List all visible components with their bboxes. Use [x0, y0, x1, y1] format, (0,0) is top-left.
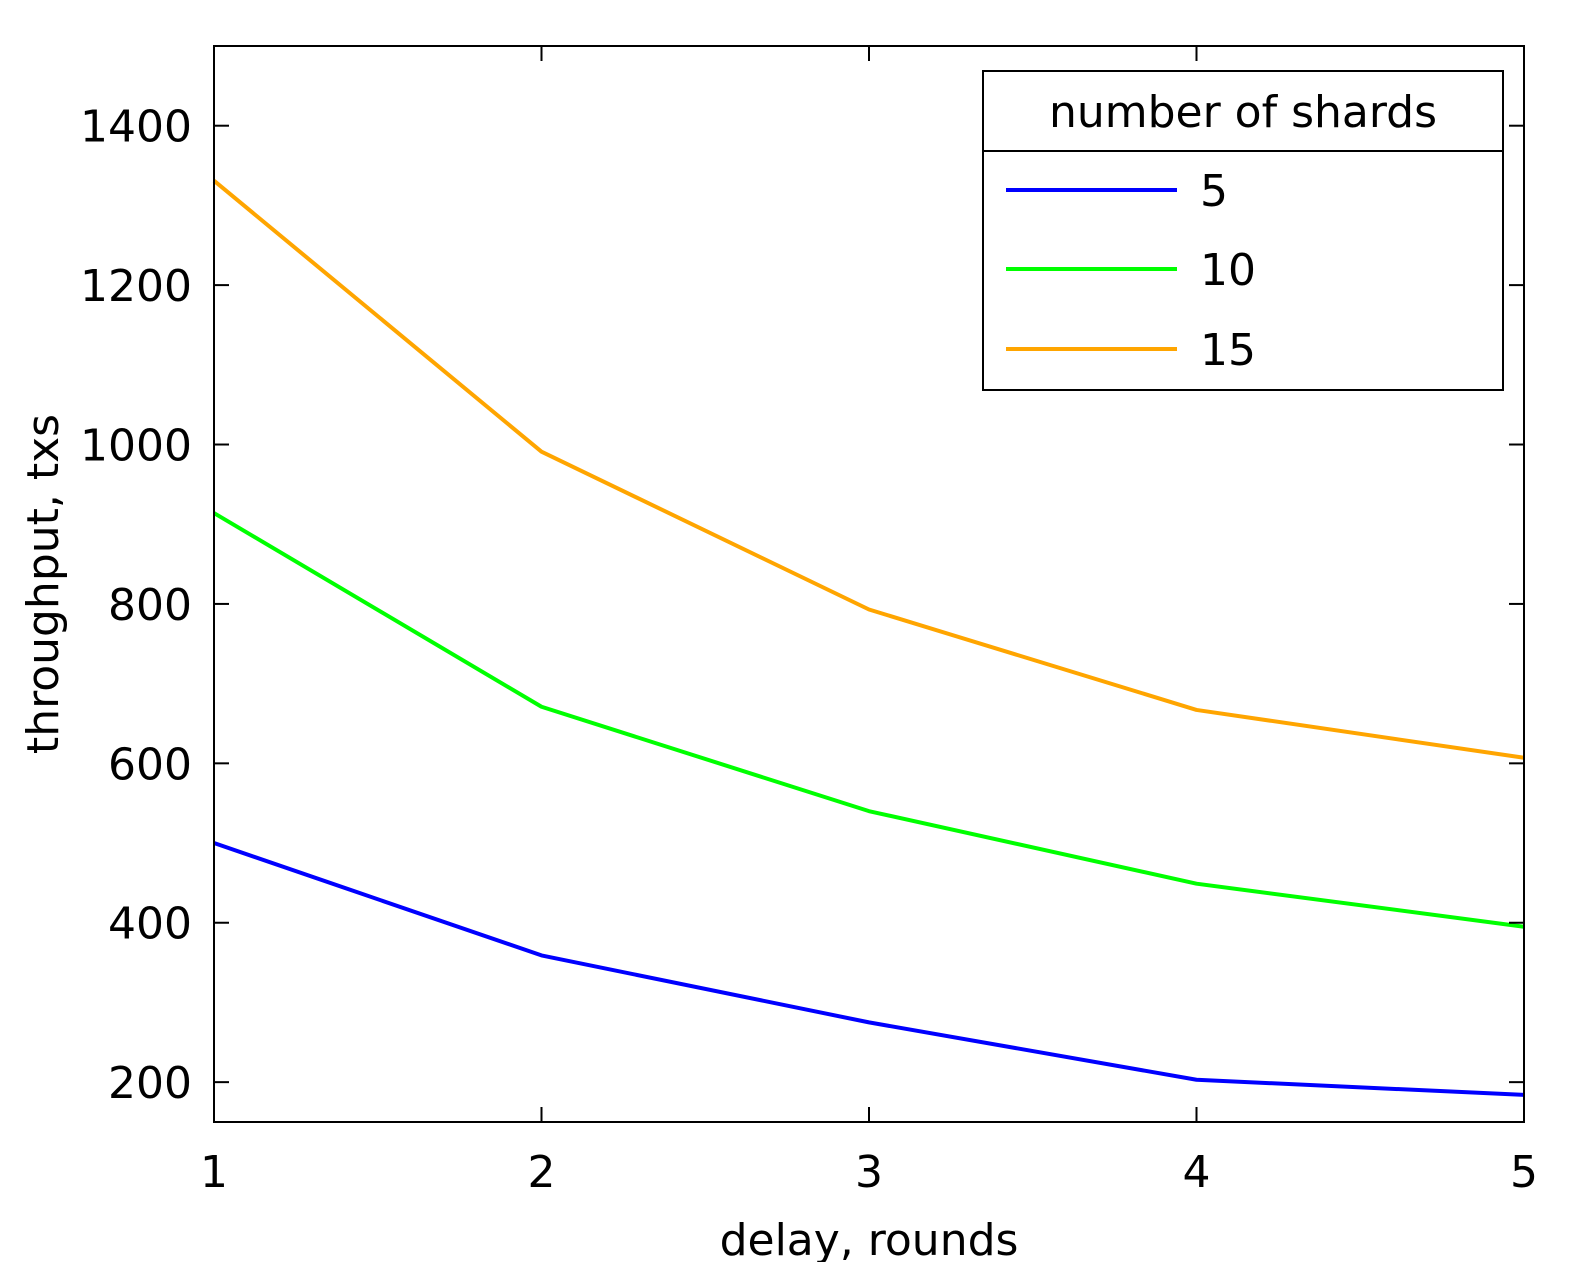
legend-label-10: 10	[1200, 245, 1256, 296]
y-tick-label: 200	[108, 1058, 192, 1109]
y-tick-label: 800	[108, 580, 192, 631]
x-tick-label: 4	[1183, 1147, 1211, 1198]
y-tick-label: 600	[108, 739, 192, 790]
series-line-15	[212, 179, 1525, 760]
x-tick-label: 5	[1510, 1147, 1538, 1198]
legend-box	[982, 70, 1504, 391]
legend-entries: 5 10 15	[1006, 166, 1256, 376]
x-tick-label: 1	[200, 1147, 228, 1198]
legend: number of shards 5 10 15	[982, 70, 1504, 391]
y-axis-label: throughput, txs	[18, 414, 69, 754]
series-line-10	[212, 511, 1525, 929]
legend-label-5: 5	[1200, 166, 1228, 217]
y-tick-label: 400	[108, 899, 192, 950]
ticks-layer: 1 2 3 4 5 200 400 600 800 1000 1200 1400	[80, 46, 1538, 1198]
x-tick-label: 3	[855, 1147, 883, 1198]
series-line-5	[213, 841, 1525, 1097]
y-tick-label: 1000	[80, 421, 192, 472]
y-tick-label: 1400	[80, 102, 192, 153]
x-tick-label: 2	[528, 1147, 556, 1198]
x-axis-label: delay, rounds	[720, 1215, 1019, 1262]
series-layer	[212, 179, 1525, 1097]
legend-title: number of shards	[1049, 87, 1437, 138]
y-tick-label: 1200	[80, 261, 192, 312]
legend-label-15: 15	[1200, 325, 1256, 376]
